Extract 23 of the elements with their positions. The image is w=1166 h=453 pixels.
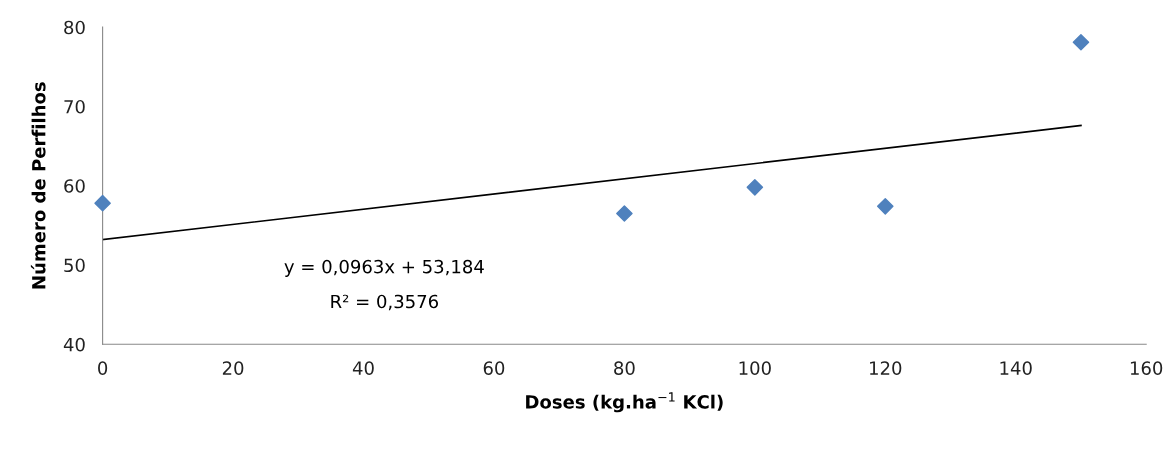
y-tick-label: 70 xyxy=(64,99,85,114)
point xyxy=(1072,33,1090,51)
x-tick-label: 80 xyxy=(614,361,635,375)
x-tick-label: 0 xyxy=(98,361,108,375)
x-tick-label: 60 xyxy=(483,361,505,375)
point xyxy=(746,179,764,196)
y-tick-label: 60 xyxy=(64,179,85,193)
y-axis-title: Número de Perfilhos xyxy=(30,82,46,289)
x-tick-label: 140 xyxy=(1000,361,1032,375)
x-axis-title: Doses (kg.ha$^{−1}$ KCl) xyxy=(526,392,723,413)
point xyxy=(94,194,111,212)
annotation: y = 0,0963x + 53,184 xyxy=(284,259,484,277)
y-tick-label: 40 xyxy=(63,337,85,352)
x-tick-label: 120 xyxy=(870,361,902,375)
y-tick-label: 80 xyxy=(64,20,85,35)
x-tick-label: 20 xyxy=(222,361,244,375)
x-tick-label: 40 xyxy=(352,361,374,375)
annotation: R² = 0,3576 xyxy=(331,294,439,311)
y-tick-label: 50 xyxy=(64,258,85,273)
x-tick-label: 160 xyxy=(1130,361,1163,375)
x-tick-label: 100 xyxy=(739,361,771,375)
point xyxy=(616,205,633,222)
point xyxy=(876,198,894,215)
